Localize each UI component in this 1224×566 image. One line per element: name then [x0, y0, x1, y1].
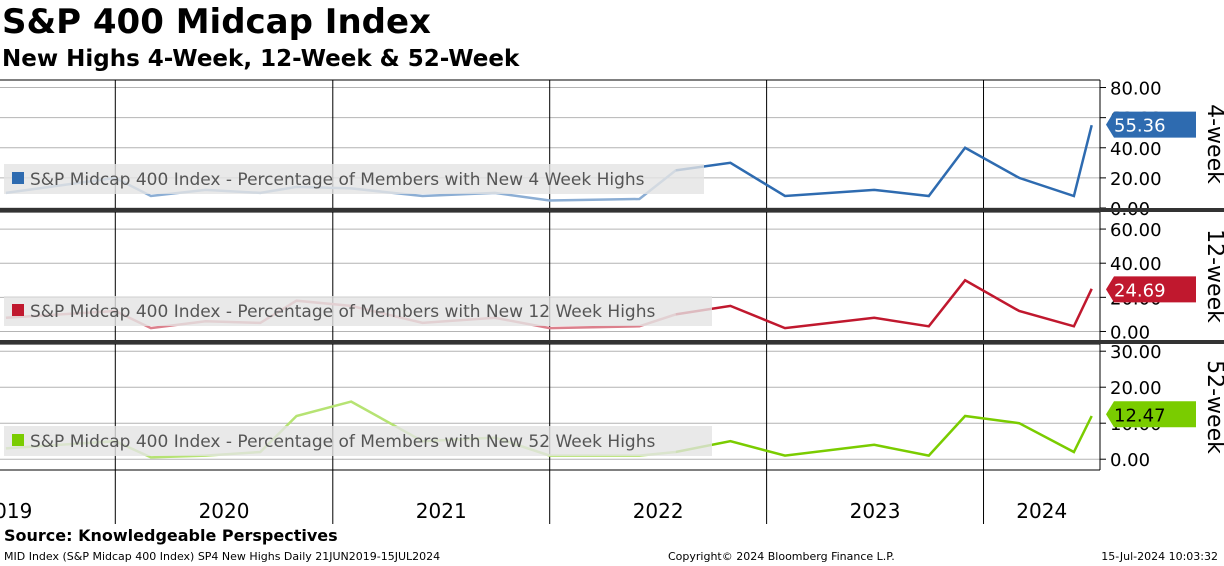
legend-label: S&P Midcap 400 Index - Percentage of Mem… — [30, 432, 655, 452]
footer-ticker-info: MID Index (S&P Midcap 400 Index) SP4 New… — [4, 550, 441, 563]
legend-label: S&P Midcap 400 Index - Percentage of Mem… — [30, 170, 645, 190]
y-tick-label: 80.00 — [1110, 79, 1162, 100]
x-tick-label: 2022 — [633, 499, 684, 523]
y-tick-label: 30.00 — [1110, 342, 1162, 363]
y-tick-label: 60.00 — [1110, 220, 1162, 241]
y-tick-label: 40.00 — [1110, 254, 1162, 275]
x-tick-label: 2019 — [0, 499, 32, 523]
y-tick-label: 20.00 — [1110, 169, 1162, 190]
legend-label: S&P Midcap 400 Index - Percentage of Mem… — [30, 302, 655, 322]
legend-box — [4, 426, 712, 456]
legend-swatch — [12, 304, 24, 316]
source-note: Source: Knowledgeable Perspectives — [4, 526, 338, 545]
x-tick-label: 2024 — [1016, 499, 1067, 523]
last-value-label: 24.69 — [1114, 280, 1166, 301]
last-value-label: 55.36 — [1114, 116, 1166, 137]
footer-timestamp: 15-Jul-2024 10:03:32 — [1101, 550, 1218, 563]
last-value-badge — [1106, 276, 1196, 303]
chart-title: S&P 400 Midcap Index — [2, 2, 431, 42]
legend-box — [4, 164, 704, 194]
last-value-label: 12.47 — [1114, 405, 1166, 426]
panel-divider — [0, 340, 1224, 344]
series-line — [675, 414, 1093, 457]
y-tick-label: 0.00 — [1110, 450, 1150, 471]
x-axis: 2019 2020 2021 2022 2023 2024 — [0, 469, 1100, 524]
x-tick-label: 2020 — [199, 499, 250, 523]
panel-label: 12-week — [1202, 229, 1224, 323]
series-line — [675, 124, 1093, 198]
series-line — [675, 278, 1093, 330]
y-tick-label: 40.00 — [1110, 139, 1162, 160]
x-tick-label: 2023 — [850, 499, 901, 523]
legend-swatch — [12, 172, 24, 184]
legend-swatch — [12, 434, 24, 446]
panel-label: 52-week — [1202, 360, 1224, 454]
last-value-badge — [1106, 401, 1196, 428]
y-tick-label: 0.00 — [1110, 322, 1150, 343]
chart-subtitle: New Highs 4-Week, 12-Week & 52-Week — [2, 46, 520, 72]
y-tick-label: 20.00 — [1110, 378, 1162, 399]
chart-area: 0.00 20.00 40.00 60.00 80.00 S&P Midcap 400 I… — [0, 79, 1224, 524]
panel-divider — [0, 208, 1224, 212]
footer-copyright: Copyright© 2024 Bloomberg Finance L.P. — [668, 550, 895, 563]
legend-box — [4, 296, 712, 326]
last-value-badge — [1106, 111, 1196, 138]
panel-label: 4-week — [1202, 104, 1224, 184]
x-tick-label: 2021 — [416, 499, 467, 523]
